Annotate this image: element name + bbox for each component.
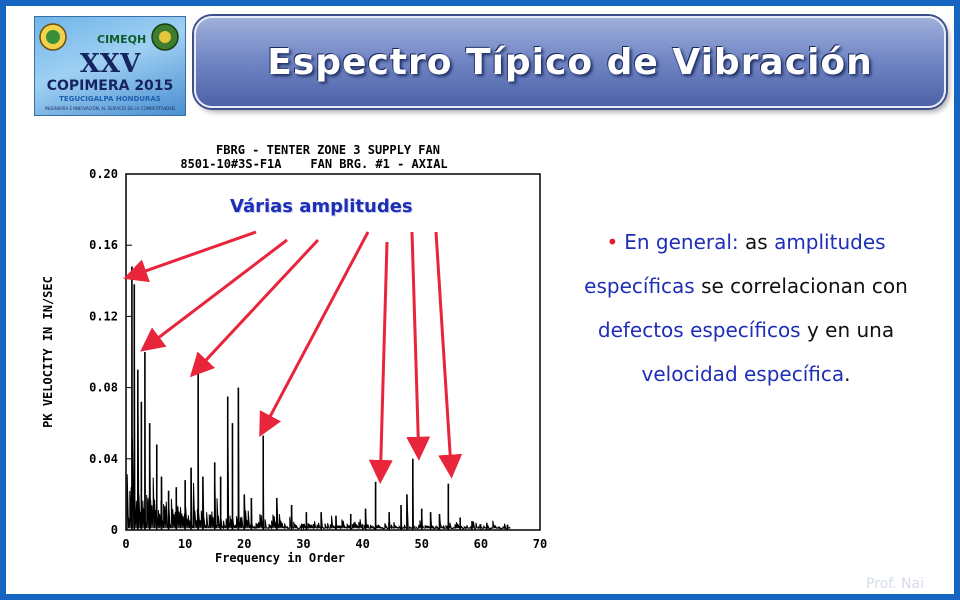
x-tick-label: 40 (355, 537, 369, 551)
tick-layer: 0 10 20 30 40 50 60 70 0 0.04 0.08 0.12 0.16 0.20 (89, 167, 547, 551)
x-tick-label: 20 (237, 537, 251, 551)
y-tick-label: 0 (111, 523, 118, 537)
logo-location: TEGUCIGALPA HONDURAS (59, 95, 161, 103)
x-tick-label: 10 (178, 537, 192, 551)
y-tick-label: 0.04 (89, 452, 118, 466)
bullet-text-1: En general: (624, 230, 739, 254)
copimera-logo: CIMEQH XXV COPIMERA 2015 TEGUCIGALPA HON… (34, 16, 186, 116)
x-tick-label: 60 (474, 537, 488, 551)
bullet-text-2: as (738, 230, 775, 254)
annotation-arrow (368, 241, 393, 484)
annotation-arrow (259, 231, 370, 437)
bullet-text-6: y en una (800, 318, 895, 342)
annotation-arrow (123, 230, 257, 283)
bullet-glyph: • (606, 230, 619, 254)
logo-graphic: CIMEQH XXV COPIMERA 2015 TEGUCIGALPA HON… (39, 23, 179, 111)
y-tick-label: 0.16 (89, 238, 118, 252)
x-tick-label: 30 (296, 537, 310, 551)
bullet-text-5: defectos específicos (597, 318, 801, 342)
x-tick-label: 0 (122, 537, 129, 551)
slide: CIMEQH XXV COPIMERA 2015 TEGUCIGALPA HON… (6, 6, 954, 594)
y-axis-label: PK VELOCITY IN IN/SEC (41, 276, 55, 428)
chart-svg: FBRG - TENTER ZONE 3 SUPPLY FAN 8501-10#… (41, 143, 547, 565)
logo-tagline: INGENIERÍA E INNOVACIÓN, AL SERVICIO DE … (45, 106, 175, 111)
y-tick-label: 0.08 (89, 381, 118, 395)
plot-frame (125, 173, 541, 531)
bullet-text-3: amplitudes específicas (584, 230, 886, 298)
annotation-arrow (140, 238, 288, 352)
chart-title: FBRG - TENTER ZONE 3 SUPPLY FAN (216, 143, 440, 157)
chart-subtitle: 8501-10#3S-F1A FAN BRG. #1 - AXIAL (180, 157, 447, 171)
y-tick-label: 0.12 (89, 309, 118, 323)
annotation-arrow (406, 231, 431, 461)
author-watermark: Prof. Nai (866, 576, 924, 592)
page-title: Espectro Típico de Vibración (267, 41, 873, 83)
bullet-text-4: se correlacionan con (694, 274, 908, 298)
title-banner: Espectro Típico de Vibración (194, 16, 946, 108)
bullet-paragraph: • En general: as amplitudes específicas s… (566, 220, 926, 396)
annotation-arrows (123, 230, 463, 484)
bullet-text-7: velocidad específica (641, 362, 845, 386)
annotation-arrow (434, 231, 463, 479)
annotation-label: Várias amplitudes (230, 196, 413, 217)
spectrum-layer (126, 266, 511, 531)
x-tick-label: 50 (414, 537, 428, 551)
y-tick-label: 0.20 (89, 167, 118, 181)
annotation-arrow (189, 238, 320, 378)
x-axis-label: Frequency in Order (215, 551, 345, 565)
logo-event: COPIMERA 2015 (47, 78, 174, 94)
vibration-spectrum-chart: FBRG - TENTER ZONE 3 SUPPLY FAN 8501-10#… (12, 126, 552, 574)
bullet-text-8: . (844, 362, 851, 386)
logo-top-mark: CIMEQH (97, 33, 146, 46)
x-tick-label: 70 (533, 537, 547, 551)
logo-edition: XXV (80, 49, 141, 79)
